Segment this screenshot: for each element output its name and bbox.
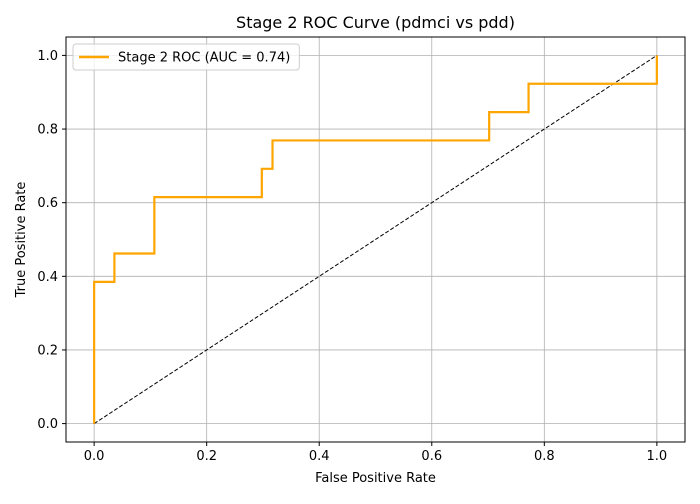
- chart-title: Stage 2 ROC Curve (pdmci vs pdd): [236, 13, 515, 32]
- x-tick-label: 0.2: [196, 449, 217, 464]
- chance-diagonal-line: [93, 54, 658, 425]
- plot-frame: [65, 36, 686, 443]
- x-tick-label: 1.0: [647, 449, 668, 464]
- x-tick-label: 0.0: [84, 449, 105, 464]
- y-tick-label: 0.4: [37, 270, 58, 285]
- y-tick-label: 0.0: [37, 417, 58, 432]
- x-tick-label: 0.6: [421, 449, 442, 464]
- roc-curve-line: [93, 55, 658, 424]
- y-tick-label: 0.2: [37, 343, 58, 358]
- tick-layer: 0.0 0.2 0.4 0.6 0.8 1.0 0.0 0.2 0.4 0.6 0.8 1.0: [37, 49, 667, 464]
- x-tick-label: 0.4: [309, 449, 330, 464]
- legend-box: [72, 43, 300, 71]
- legend-entry-label: Stage 2 ROC (AUC = 0.74): [118, 51, 290, 66]
- x-axis-label: False Positive Rate: [315, 471, 436, 486]
- legend: Stage 2 ROC (AUC = 0.74): [72, 43, 300, 71]
- y-tick-label: 1.0: [37, 49, 58, 64]
- series-layer: [93, 54, 658, 425]
- x-tick-label: 0.8: [534, 449, 555, 464]
- y-tick-label: 0.8: [37, 123, 58, 138]
- y-axis-label: True Positive Rate: [14, 182, 29, 299]
- y-tick-label: 0.6: [37, 196, 58, 211]
